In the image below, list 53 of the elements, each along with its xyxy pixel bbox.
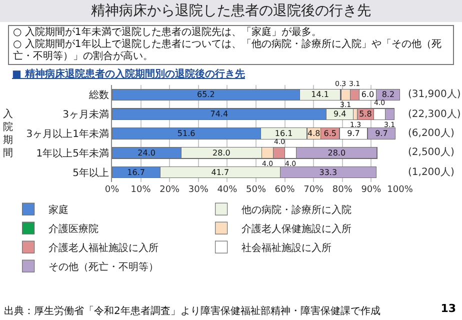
x-tick-label: 40%	[217, 185, 238, 195]
legend-label: 家庭	[48, 204, 68, 216]
y-tick-label: 3ヶ月未満	[62, 108, 109, 121]
data-label: 74.4	[210, 110, 228, 119]
data-label: 8.2	[382, 90, 395, 100]
x-tick-label: 50%	[246, 185, 266, 195]
text: (2,500人)	[408, 147, 455, 158]
data-label: 5.8	[359, 110, 372, 119]
x-tick-label: 100%	[387, 185, 414, 195]
text: (6,200人)	[408, 128, 455, 139]
chart-subtitle: ○ 入院期間が1年未満で退院した患者の退院先は、「家庭」が最多。 ○ 入院期間が1年以上で退院した患者については、「他の病院・診療所に入院」や「その他（死亡・不明等）」の割合が高い。	[8, 25, 454, 65]
x-tick-label: 30%	[188, 185, 209, 195]
y-axis-title: 入院期間	[3, 108, 13, 159]
data-label: 28.0	[328, 148, 346, 158]
data-label: 16.7	[127, 168, 145, 177]
y-tick-label: 3ヶ月以上1年未満	[26, 128, 109, 140]
y-tick-label: 1年以上5年未満	[36, 147, 109, 160]
data-label: 6.0	[361, 90, 374, 100]
x-tick-label: 90%	[361, 185, 382, 195]
data-label: 9.7	[375, 129, 388, 138]
data-label: 51.6	[177, 129, 196, 138]
data-label: 33.3	[319, 168, 338, 177]
data-label: 41.7	[211, 168, 230, 177]
x-tick-label: 80%	[332, 185, 353, 195]
legend-label: 他の病院・診療所に入院	[241, 204, 352, 216]
data-label: 16.1	[274, 129, 293, 138]
source-note: 出典：厚生労働省「令和2年患者調査」より障害保健福祉部精神・障害保健課で作成	[4, 304, 382, 318]
chart-title: 精神病床から退院した患者の退院後の行き先	[0, 0, 462, 22]
text: (22,300人)	[408, 109, 461, 120]
text: 13	[440, 302, 456, 315]
x-tick-label: 20%	[160, 185, 180, 195]
x-tick-label: 10%	[130, 185, 152, 195]
legend-label: 介護老人福祉施設に入所	[48, 242, 158, 254]
text: ■ 精神病床退院患者の入院期間別の退院後の行き先	[12, 67, 246, 81]
legend-label: その他（死亡・不明等）	[48, 261, 158, 274]
data-label: 9.4	[333, 110, 346, 119]
y-tick-label: 総数	[88, 89, 109, 102]
data-label: 14.1	[311, 90, 329, 100]
data-label: 9.7	[347, 129, 360, 138]
x-tick-label: 70%	[304, 185, 324, 195]
y-tick-label: 5年以上	[72, 166, 109, 179]
legend-label: 社会福祉施設に入所	[241, 242, 332, 254]
legend-label: 介護老人保健施設に入所	[241, 223, 352, 236]
data-label: 6.5	[324, 129, 337, 138]
x-tick-label: 0%	[104, 185, 120, 195]
legend-label: 介護医療院	[48, 223, 98, 236]
text: (1,200人)	[408, 167, 455, 178]
x-tick-label: 60%	[274, 185, 296, 195]
data-label: 28.0	[212, 148, 230, 158]
data-label: 4.8	[308, 129, 320, 138]
data-label: 65.2	[196, 90, 215, 100]
data-label: 24.0	[138, 148, 156, 158]
text: (31,900人)	[408, 89, 461, 100]
